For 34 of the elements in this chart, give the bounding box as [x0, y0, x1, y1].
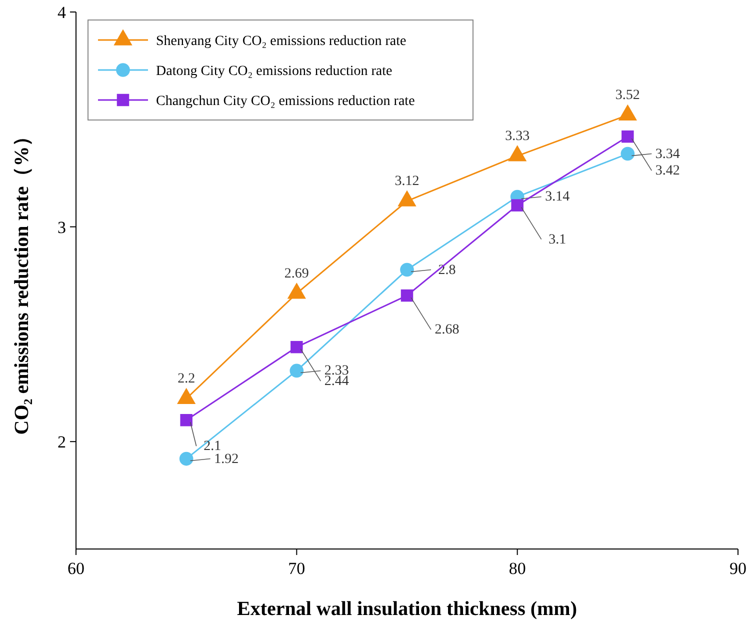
data-label: 2.8 [438, 262, 456, 278]
x-tick-label: 70 [288, 559, 306, 578]
data-label: 1.92 [214, 452, 239, 467]
data-label: 3.42 [655, 164, 680, 179]
y-tick-label: 4 [58, 3, 66, 22]
point [511, 199, 524, 212]
data-label: 2.69 [284, 266, 309, 282]
legend-label: Datong City CO₂ emissions reduction rate [156, 64, 392, 79]
y-tick-label: 2 [58, 432, 66, 452]
legend-label: Changchun City CO₂ emissions reduction rate [156, 94, 415, 109]
point [180, 414, 192, 426]
data-label: 3.14 [545, 190, 570, 205]
point [620, 146, 635, 161]
x-tick-label: 80 [508, 559, 526, 578]
y-axis-title: CO₂ emissions reduction rate（%） [11, 126, 33, 435]
point [290, 340, 303, 354]
data-label: 3.34 [655, 146, 680, 162]
data-label: 2.68 [434, 322, 460, 338]
x-tick-label: 90 [730, 559, 746, 578]
data-label: 3.12 [394, 174, 420, 190]
x-tick-label: 60 [68, 559, 84, 578]
point [400, 262, 414, 277]
data-label: 2.2 [178, 372, 196, 387]
legend-label: Shenyang City CO₂ emissions reduction rate [156, 34, 406, 49]
y-tick-label: 3 [58, 218, 66, 237]
point [622, 130, 634, 143]
data-label: 3.1 [548, 232, 566, 248]
data-label: 2.1 [204, 439, 222, 454]
point [400, 289, 414, 302]
point [179, 452, 194, 466]
data-label: 3.33 [505, 128, 530, 144]
x-axis-title: External wall insulation thickness (mm) [236, 598, 578, 620]
data-label: 3.52 [615, 88, 640, 104]
point [290, 364, 304, 378]
